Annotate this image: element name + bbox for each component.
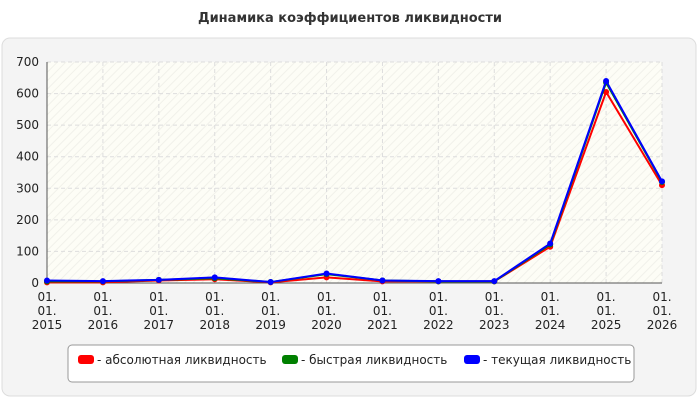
point (603, 77, 610, 84)
point (155, 276, 162, 283)
x-tick-label: 01. 01. 2015 (32, 290, 63, 332)
legend-label: - абсолютная ликвидность (97, 353, 267, 367)
legend-label: - быстрая ликвидность (301, 353, 447, 367)
series-line (46, 78, 663, 284)
point (547, 240, 554, 247)
y-tick-label: 600 (16, 87, 39, 101)
legend-label: - текущая ликвидность (483, 353, 631, 367)
point (99, 278, 106, 285)
x-tick-label: 01. 01. 2022 (423, 290, 454, 332)
x-tick-label: 01. 01. 2024 (535, 290, 566, 332)
x-tick-label: 01. 01. 2017 (144, 290, 175, 332)
y-tick-label: 200 (16, 213, 39, 227)
y-tick-label: 100 (16, 244, 39, 258)
y-tick-label: 400 (16, 150, 39, 164)
x-tick-label: 01. 01. 2026 (647, 290, 678, 332)
chart-title: Динамика коэффициентов ликвидности (198, 11, 502, 26)
legend-swatch (78, 355, 94, 364)
y-tick-label: 500 (16, 118, 39, 132)
point (211, 274, 218, 281)
x-tick-label: 01. 01. 2020 (311, 290, 342, 332)
point (379, 277, 386, 284)
legend (67, 344, 635, 383)
x-tick-label: 01. 01. 2025 (591, 290, 622, 332)
point (435, 278, 442, 285)
x-tick-label: 01. 01. 2019 (255, 290, 286, 332)
point (44, 277, 50, 284)
y-tick-label: 300 (16, 181, 39, 195)
point (267, 279, 274, 286)
x-tick-label: 01. 01. 2023 (479, 290, 510, 332)
point (491, 278, 498, 285)
y-tick-label: 0 (31, 276, 39, 290)
x-tick-label: 01. 01. 2018 (199, 290, 230, 332)
legend-swatch (282, 355, 298, 364)
x-tick-label: 01. 01. 2016 (88, 290, 119, 332)
point (603, 88, 610, 95)
plot-area (47, 62, 662, 283)
x-tick-label: 01. 01. 2021 (367, 290, 398, 332)
y-tick-label: 700 (16, 55, 39, 69)
point (323, 270, 330, 277)
legend-swatch (464, 355, 480, 364)
point (659, 178, 665, 185)
